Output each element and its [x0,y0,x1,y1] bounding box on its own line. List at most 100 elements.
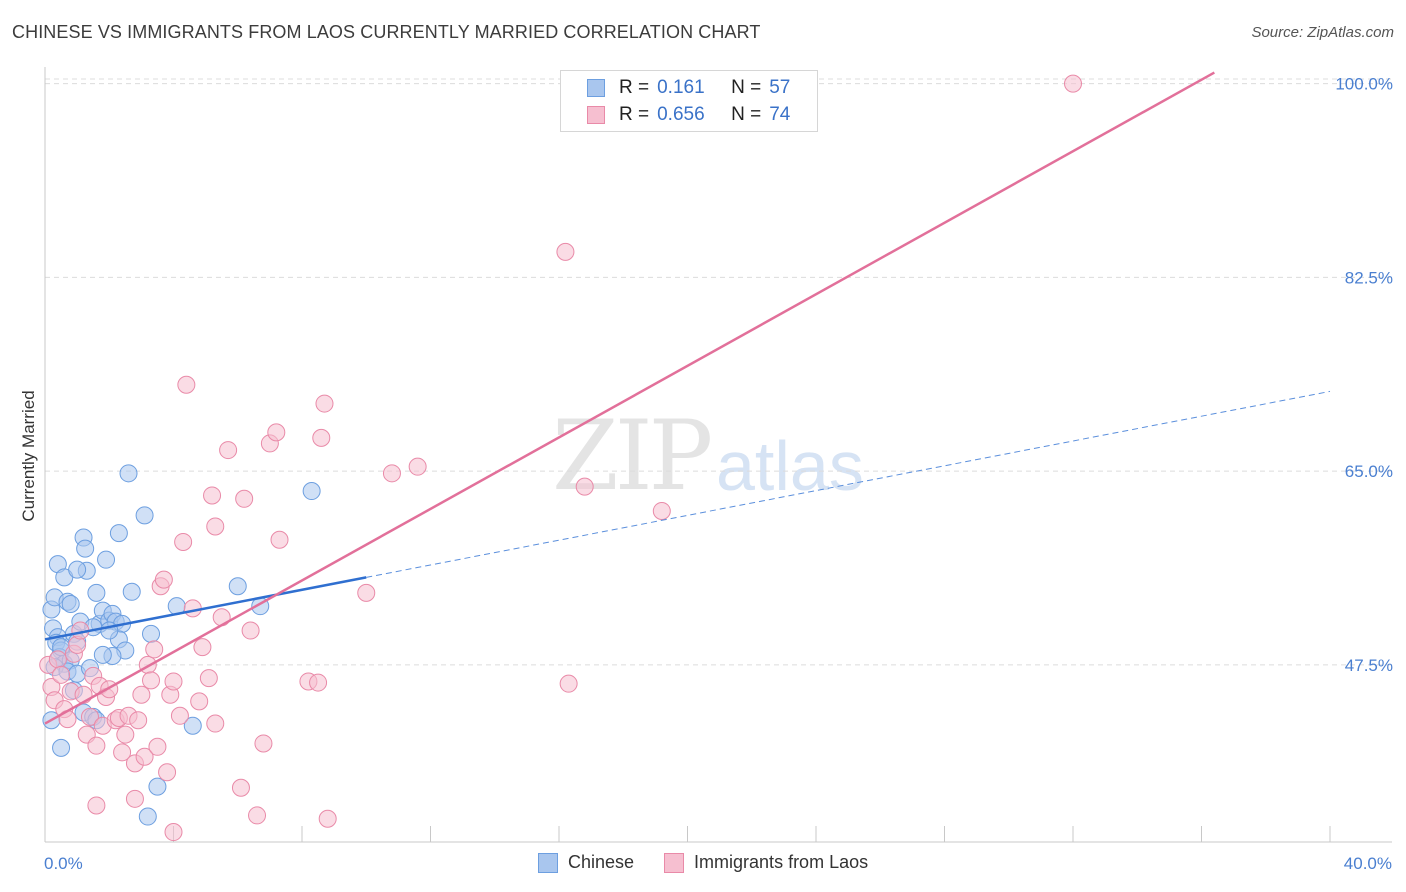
point-laos [382,464,401,483]
series-legend: Chinese Immigrants from Laos [538,852,898,873]
y-tick-label: 65.0% [1345,462,1393,481]
point-laos [315,394,334,413]
watermark-atlas: atlas [716,427,864,505]
point-laos [135,747,154,766]
series-label-laos: Immigrants from Laos [694,852,869,872]
point-chinese [142,624,161,643]
trend-lines [44,71,1331,725]
point-chinese [228,577,247,596]
legend-swatch-laos [587,106,605,124]
point-laos [183,599,202,618]
x-tick-label: 0.0% [44,854,83,873]
point-laos [408,457,427,476]
tick-labels: 47.5% 65.0% 82.5% 100.0% 0.0% 40.0% [44,75,1393,873]
point-laos [145,640,164,659]
x-tick-label: 40.0% [1344,854,1392,873]
point-laos [190,692,209,711]
point-chinese [68,560,87,579]
chart-title: CHINESE VS IMMIGRANTS FROM LAOS CURRENTL… [12,22,761,42]
data-points [39,74,1082,842]
point-chinese [109,524,128,543]
point-laos [309,673,328,692]
point-chinese [122,582,141,601]
point-chinese [138,807,157,826]
trend-extension-chinese [366,390,1331,578]
point-laos [132,685,151,704]
point-laos [203,486,222,505]
point-chinese [87,583,106,602]
legend-row-laos: R = 0.656 N = 74 [587,102,790,128]
point-laos [87,796,106,815]
point-laos [270,530,289,549]
point-laos [125,789,144,808]
point-laos [575,477,594,496]
point-laos [164,823,183,842]
point-laos [241,621,260,640]
y-axis-label: Currently Married [19,390,38,521]
point-laos [170,706,189,725]
point-laos [177,375,196,394]
y-tick-label: 100.0% [1335,75,1393,94]
point-laos [48,650,67,669]
point-laos [148,737,167,756]
correlation-legend: R = 0.161 N = 57 R = 0.656 N = 74 [560,70,818,132]
point-laos [652,501,671,520]
series-swatch-laos [664,852,685,873]
point-chinese [183,716,202,735]
point-laos [193,638,212,657]
point-laos [113,743,132,762]
point-chinese [76,539,95,558]
point-chinese [61,594,80,613]
point-laos [254,734,273,753]
series-legend-laos: Immigrants from Laos [664,852,868,873]
legend-r-label: R = [619,104,650,125]
series-swatch-chinese [538,852,558,873]
point-laos [206,714,225,733]
legend-n-label: N = [731,104,762,125]
point-laos [219,441,238,460]
point-laos [142,671,161,690]
series-legend-chinese: Chinese [538,852,634,873]
series-label-chinese: Chinese [568,852,635,872]
legend-row-chinese: R = 0.161 N = 57 [587,75,790,101]
axes [44,67,1392,843]
point-laos [231,778,250,797]
y-tick-label: 82.5% [1345,268,1393,287]
legend-r-value: 0.656 [657,104,705,125]
y-tick-label: 47.5% [1345,656,1393,675]
point-laos [129,711,148,730]
point-chinese [148,777,167,796]
legend-n-value: 74 [769,104,791,125]
point-laos [116,725,135,744]
trend-line-chinese [44,576,367,641]
point-chinese [52,738,71,757]
point-laos [52,665,71,684]
point-laos [559,674,578,693]
trend-line-laos [44,71,1215,725]
point-laos [312,428,331,447]
point-laos [357,583,376,602]
point-laos [235,489,254,508]
point-laos [318,809,337,828]
point-laos [1064,74,1082,93]
legend-n-value: 57 [769,77,791,98]
legend-r-value: 0.161 [657,77,705,98]
point-laos [164,672,183,691]
point-laos [267,423,286,442]
point-chinese [302,482,321,501]
point-laos [154,570,173,589]
point-laos [199,669,218,688]
point-chinese [93,645,112,664]
point-chinese [119,464,138,483]
point-laos [87,736,106,755]
point-chinese [135,506,154,525]
point-laos [248,806,267,825]
point-laos [556,242,575,261]
point-laos [80,707,99,726]
legend-swatch-chinese [587,79,605,97]
point-laos [206,517,225,536]
legend-r-label: R = [619,77,650,98]
grid-lines [45,78,1392,666]
point-laos [158,763,177,782]
point-laos [174,532,193,551]
